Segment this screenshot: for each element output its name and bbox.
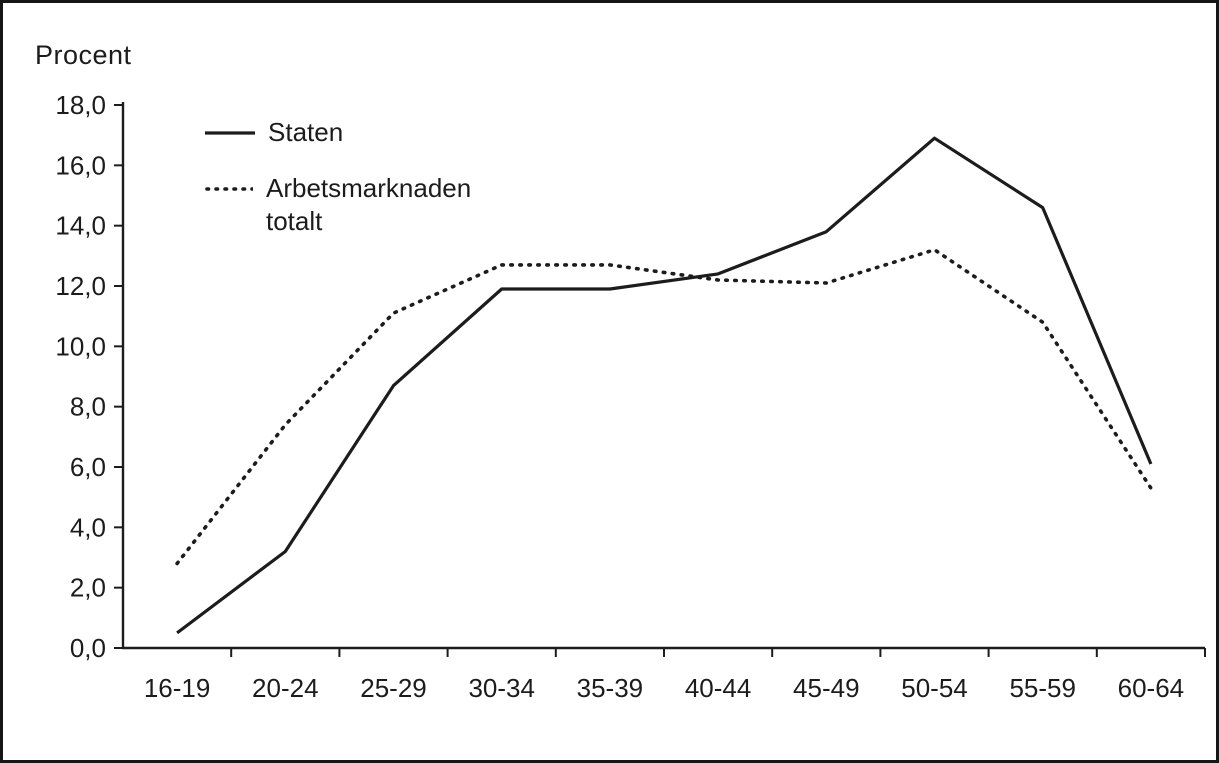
x-tick-label: 45-49 <box>793 673 860 703</box>
legend-label-staten: Staten <box>268 117 344 147</box>
y-tick-label: 6,0 <box>70 452 106 482</box>
x-tick-label: 55-59 <box>1009 673 1076 703</box>
y-tick-label: 4,0 <box>70 512 106 542</box>
x-tick-label: 16-19 <box>144 673 211 703</box>
legend-item-staten: Staten <box>205 116 471 149</box>
x-tick-label: 30-34 <box>468 673 535 703</box>
series-line-staten <box>176 136 1153 635</box>
series-line-arbetsmarknaden-totalt <box>175 248 1153 566</box>
x-tick-label: 20-24 <box>252 673 319 703</box>
x-tick-label: 25-29 <box>360 673 427 703</box>
y-tick-label: 8,0 <box>70 392 106 422</box>
x-tick-label: 35-39 <box>577 673 644 703</box>
solid-line-swatch <box>205 131 255 135</box>
y-tick-label: 0,0 <box>70 633 106 663</box>
x-tick-label: 60-64 <box>1118 673 1185 703</box>
y-axis-title: Procent <box>35 40 132 70</box>
y-tick-label: 14,0 <box>55 211 106 241</box>
y-tick-label: 16,0 <box>55 150 106 180</box>
y-tick-label: 10,0 <box>55 331 106 361</box>
x-tick-label: 50-54 <box>901 673 968 703</box>
legend: Staten Arbetsmarknaden totalt <box>205 116 471 261</box>
dotted-line-swatch <box>205 187 253 191</box>
legend-item-arbetsmarknaden-totalt: Arbetsmarknaden totalt <box>205 172 471 238</box>
y-tick-label: 2,0 <box>70 573 106 603</box>
y-tick-label: 18,0 <box>55 90 106 120</box>
x-tick-label: 40-44 <box>685 673 752 703</box>
y-tick-label: 12,0 <box>55 271 106 301</box>
legend-label-arbetsmarknaden-totalt: Arbetsmarknaden totalt <box>266 173 472 236</box>
